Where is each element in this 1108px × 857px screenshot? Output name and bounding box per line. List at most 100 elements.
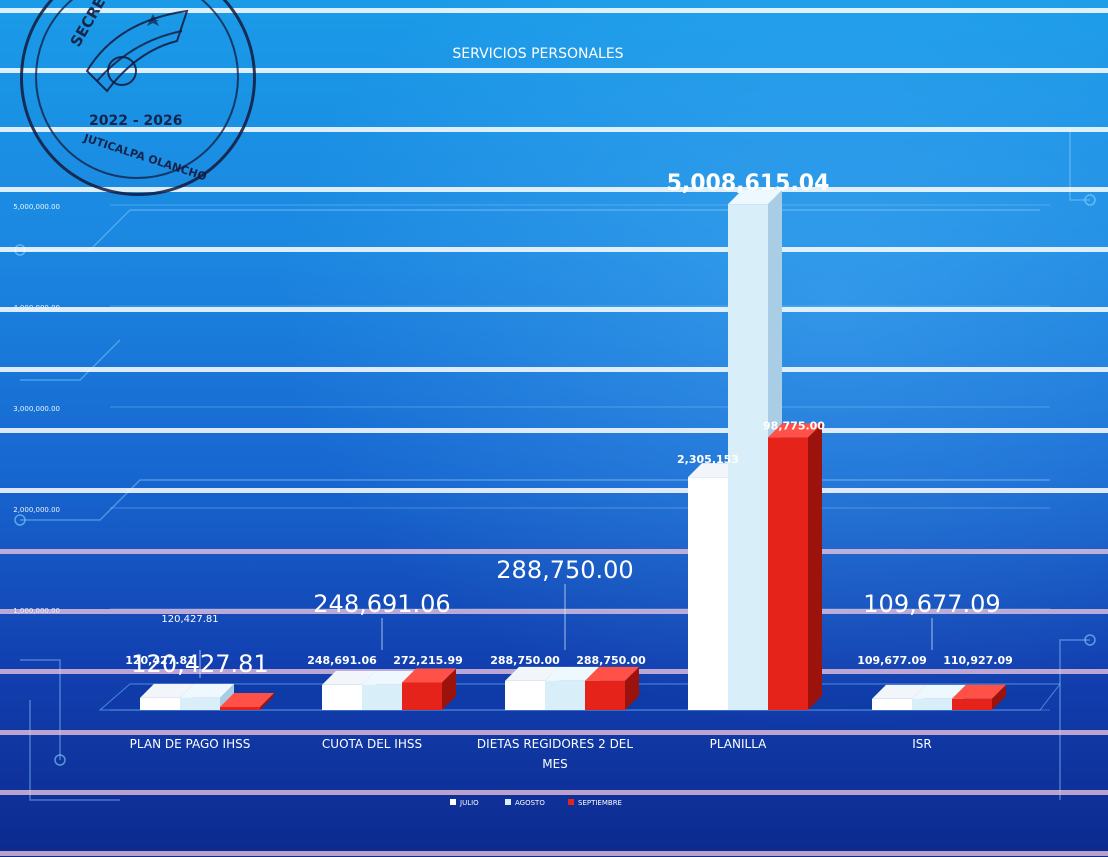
bar-side: [992, 684, 1006, 710]
bar-agosto[interactable]: [180, 683, 234, 710]
callout-label: 120,427.81: [131, 650, 268, 678]
bar-top: [180, 683, 234, 698]
bar-value-label: 288,750.00: [490, 654, 560, 667]
scan-stripe: [0, 488, 1108, 493]
bar-top: [952, 684, 1006, 699]
bar-septiembre[interactable]: [402, 668, 456, 710]
bar-top: [768, 423, 822, 438]
bar-agosto[interactable]: [362, 670, 416, 710]
y-tick-label: 4,000,000.00: [13, 304, 60, 312]
bar-side: [442, 668, 456, 710]
circuit-node: [1084, 634, 1096, 646]
scan-stripe: [0, 68, 1108, 73]
legend-label: JULIO: [459, 799, 479, 807]
chart-title: SERVICIOS PERSONALES: [452, 46, 623, 62]
bar-top: [545, 666, 599, 681]
bar-top: [728, 190, 782, 205]
bar-face: [322, 684, 362, 710]
bar-value-label: 248,691.06: [307, 654, 377, 667]
bar-top: [402, 668, 456, 683]
bar-face: [688, 477, 728, 710]
circuit-trace: [20, 659, 61, 760]
category-label: CUOTA DEL IHSS: [322, 737, 422, 751]
bar-face: [220, 706, 260, 710]
circuit-trace: [20, 479, 1050, 521]
bar-value-label: 110,927.09: [943, 654, 1013, 667]
scan-stripe: [0, 428, 1108, 433]
category-label: DIETAS REGIDORES 2 DEL: [477, 737, 633, 751]
bar-top: [220, 692, 274, 707]
bar-value-label: 120,427.81: [125, 654, 195, 667]
scan-stripe: [0, 307, 1108, 312]
bar-value-label: 288,750.00: [576, 654, 646, 667]
scan-stripe: [0, 367, 1108, 372]
bar-face: [180, 697, 220, 710]
callout-label: 288,750.00: [496, 556, 633, 584]
y-tick-label: 2,000,000.00: [13, 506, 60, 514]
bar-julio[interactable]: [140, 683, 194, 710]
bar-septiembre[interactable]: [768, 423, 822, 710]
bar-face: [505, 680, 545, 710]
official-seal-inner-ring: [35, 0, 239, 179]
bar-top: [585, 666, 639, 681]
bar-top: [322, 670, 376, 685]
bar-top: [912, 684, 966, 699]
scan-stripe: [0, 851, 1108, 856]
category-label: MES: [542, 757, 568, 771]
bar-top: [872, 684, 926, 699]
scan-stripe: [0, 187, 1108, 192]
bar-face: [402, 682, 442, 710]
circuit-trace: [1069, 130, 1090, 201]
bar-face: [872, 698, 912, 710]
legend-label: AGOSTO: [515, 799, 545, 807]
bar-face: [140, 697, 180, 710]
bar-septiembre[interactable]: [220, 692, 274, 710]
bar-face: [912, 698, 952, 710]
bar-value-label: 5,008,615.04: [667, 171, 830, 196]
bar-top: [362, 670, 416, 685]
scan-stripe: [0, 730, 1108, 735]
bar-side: [808, 423, 822, 710]
circuit-node: [1084, 194, 1096, 206]
y-tick-label: 3,000,000.00: [13, 405, 60, 413]
bar-septiembre[interactable]: [585, 666, 639, 710]
circuit-trace: [1059, 639, 1090, 800]
scan-stripe: [0, 609, 1108, 614]
circuit-trace: [20, 339, 121, 381]
bar-face: [362, 684, 402, 710]
bar-face: [952, 698, 992, 710]
legend-label: SEPTIEMBRE: [578, 799, 622, 807]
callout-label: 109,677.09: [863, 590, 1000, 618]
bar-face: [728, 204, 768, 710]
bar-face: [545, 680, 585, 710]
bar-value-label: 98,775.00: [763, 419, 825, 432]
category-label: PLAN DE PAGO IHSS: [130, 737, 251, 751]
callout-small-label: 120,427.81: [161, 614, 218, 625]
scan-stripe: [0, 247, 1108, 252]
circuit-node: [14, 514, 26, 526]
seal-years: 2022 - 2026: [89, 113, 183, 129]
bar-value-label: 109,677.09: [857, 654, 927, 667]
circuit-node: [54, 754, 66, 766]
category-label: PLANILLA: [710, 737, 768, 751]
legend-swatch: [568, 799, 574, 805]
y-tick-label: 1,000,000.00: [13, 607, 60, 615]
bar-side: [260, 692, 274, 710]
bar-side: [220, 683, 234, 710]
y-tick-label: 5,000,000.00: [13, 203, 60, 211]
bar-value-label: 2,305,153: [677, 453, 739, 466]
bar-value-label: 272,215.99: [393, 654, 463, 667]
legend-swatch: [450, 799, 456, 805]
scan-stripe: [0, 8, 1108, 13]
bar-top: [140, 683, 194, 698]
category-label: ISR: [912, 737, 932, 751]
bar-face: [768, 437, 808, 710]
bar-face: [585, 680, 625, 710]
bar-side: [625, 666, 639, 710]
callout-label: 248,691.06: [313, 590, 450, 618]
bar-septiembre[interactable]: [952, 684, 1006, 710]
scan-stripe: [0, 790, 1108, 795]
scan-stripe: [0, 549, 1108, 554]
bar-top: [505, 666, 559, 681]
